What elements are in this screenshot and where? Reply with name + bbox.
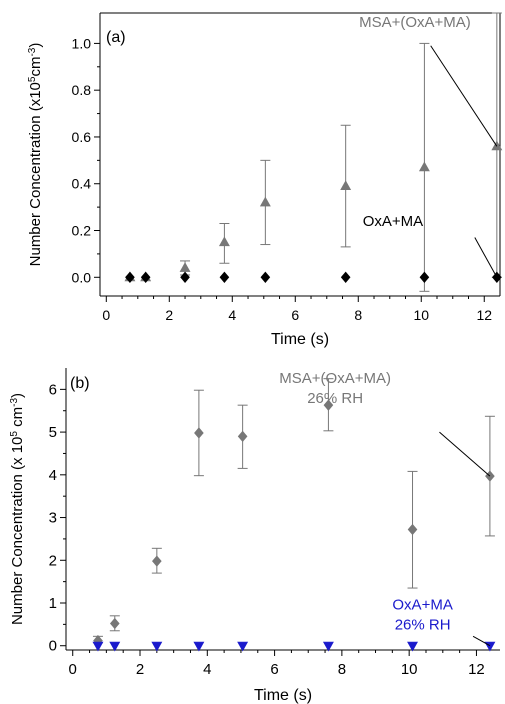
x-tick-label: 0 [69, 661, 77, 678]
chart-panel-a: 0 2 4 6 8 10 12 0.0 0.2 0.4 0.6 0.8 1.0 Time (s) Numbe… [27, 12, 503, 348]
data-point [322, 641, 334, 652]
y-tick-label: 1 [49, 595, 57, 612]
x-tick-label: 6 [291, 307, 299, 323]
y-tick-label: 1.0 [72, 35, 92, 51]
y-axis-title-part: 5 [27, 76, 38, 82]
data-point [340, 271, 351, 283]
data-point [151, 641, 163, 652]
data-point [179, 262, 191, 272]
y-tick-label: 0.2 [72, 223, 92, 239]
data-point [219, 271, 230, 283]
y-axis-title-part: -3 [9, 398, 20, 407]
y-axis-title-part: Number Concentration (x10 [27, 82, 44, 266]
annotation: MSA+(OxA+MA) 26% RH [279, 370, 491, 477]
x-tick-label: 12 [468, 661, 485, 678]
annotation-leader-line [474, 237, 498, 278]
x-tick-label: 2 [165, 307, 173, 323]
y-tick-label: 0.8 [72, 82, 92, 98]
y-tick-label: 4 [49, 467, 57, 484]
y-tick-label: 0.6 [72, 129, 92, 145]
x-tick-label: 4 [203, 661, 211, 678]
y-tick-label: 5 [49, 424, 57, 441]
y-tick-label: 6 [49, 381, 57, 398]
data-point [259, 196, 271, 207]
y-tick-label: 0.4 [72, 176, 92, 192]
y-axis-title: Number Concentration (x105cm-3) [27, 43, 45, 267]
panel-label: (a) [106, 29, 126, 46]
y-tick-label: 0 [49, 638, 57, 655]
data-point [418, 161, 430, 172]
x-tick-label: 12 [476, 307, 492, 323]
y-tick-label: 3 [49, 510, 57, 527]
x-tick-label: 6 [270, 661, 278, 678]
data-point [109, 641, 121, 652]
data-point [140, 271, 151, 283]
y-axis-title-part: Number Concentration (x 10 [9, 437, 26, 625]
y-axis-title-part: -3 [27, 47, 38, 56]
x-tick-label: 4 [228, 307, 236, 323]
data-point [109, 617, 120, 630]
data-point [180, 271, 190, 283]
annotation: MSA+(OxA+MA) [359, 14, 498, 147]
x-tick-label: 0 [102, 307, 110, 323]
series-msa-oxa-ma [124, 12, 503, 292]
y-axis-title-part: ) [27, 43, 44, 48]
annotation-sublabel: 26% RH [395, 616, 451, 633]
data-point [419, 271, 430, 283]
annotation-leader-line [430, 45, 498, 147]
series-msa-oxa-ma [92, 378, 495, 647]
annotation: OxA+MA 26% RH [392, 596, 491, 647]
x-tick-label: 2 [136, 661, 144, 678]
data-point [125, 271, 135, 283]
x-tick-label: 8 [338, 661, 346, 678]
data-point [237, 430, 248, 443]
annotation-label: MSA+(OxA+MA) [279, 370, 391, 387]
y-tick-label: 2 [49, 552, 57, 569]
annotation-leader-line [472, 635, 491, 647]
y-axis-title-part: cm [27, 57, 44, 77]
x-tick-label: 10 [401, 661, 418, 678]
series-oxa-ma [125, 271, 502, 283]
data-point [218, 236, 230, 247]
annotation-sublabel: 26% RH [307, 390, 363, 407]
data-point [407, 641, 418, 652]
data-point [237, 641, 249, 652]
data-point [260, 271, 271, 283]
y-axis-title-part: 5 [9, 431, 20, 437]
y-tick-label: 0.0 [72, 269, 92, 285]
annotation-label: OxA+MA [392, 596, 452, 613]
data-point [323, 399, 334, 411]
x-tick-label: 10 [413, 307, 429, 323]
data-point [152, 555, 162, 567]
data-point [407, 523, 418, 536]
x-axis-title: Time (s) [254, 687, 312, 704]
y-axis-title-part: cm [9, 407, 26, 431]
annotation-label: MSA+(OxA+MA) [359, 14, 471, 31]
data-point [193, 641, 205, 652]
data-point [194, 427, 204, 439]
y-axis-title-part: ) [9, 393, 26, 398]
annotation-label: OxA+MA [363, 213, 423, 230]
annotation-leader-line [439, 431, 491, 477]
data-point [92, 641, 104, 652]
x-tick-label: 8 [354, 307, 362, 323]
y-axis-title: Number Concentration (x 105 cm-3) [9, 393, 27, 625]
data-point [340, 180, 352, 191]
panel-label: (b) [70, 375, 90, 392]
annotation: OxA+MA [363, 213, 498, 278]
x-axis-title: Time (s) [271, 331, 329, 348]
